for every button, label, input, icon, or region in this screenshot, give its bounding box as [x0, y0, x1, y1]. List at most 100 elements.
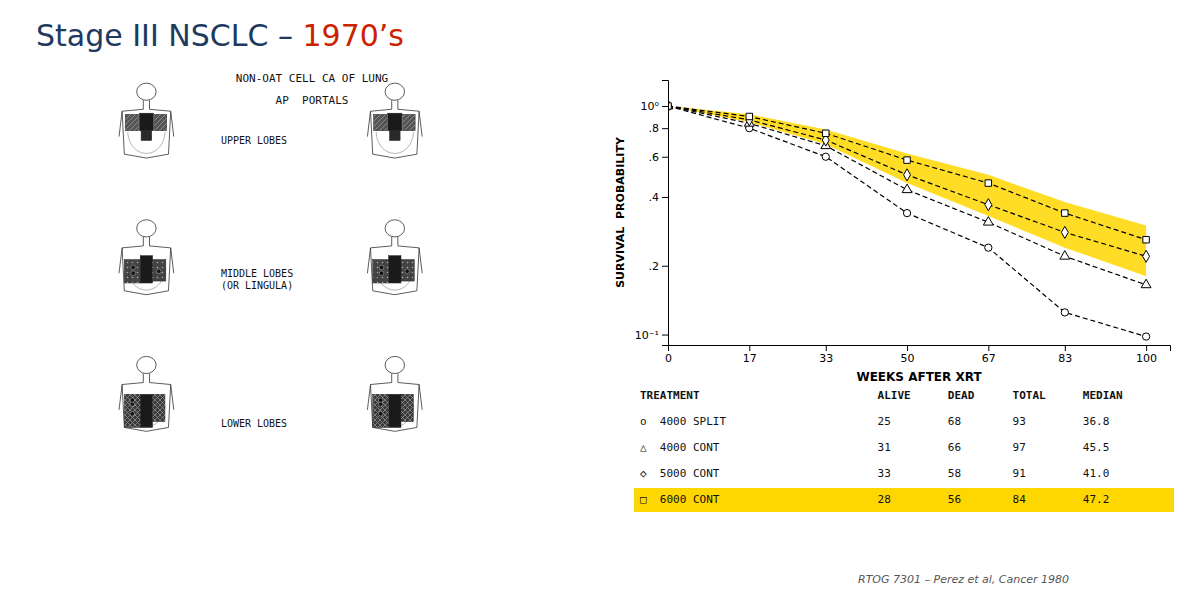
torso-outline	[398, 246, 419, 248]
lung-field-hatch	[373, 260, 389, 283]
table-cell: 68	[948, 415, 961, 428]
torso-head	[385, 83, 404, 100]
survival-point	[822, 153, 829, 160]
survival-point	[1143, 236, 1149, 242]
survival-point	[1060, 251, 1070, 260]
table-header: DEAD	[948, 389, 975, 402]
lung-field	[388, 113, 402, 131]
x-tick-label: 67	[982, 352, 996, 365]
torso-outline	[371, 385, 373, 428]
y-tick: 10⁻¹	[635, 329, 668, 342]
x-tick-label: 83	[1058, 352, 1072, 365]
y-tick: .2	[649, 260, 669, 273]
survival-point	[904, 169, 911, 181]
lung-field	[401, 394, 413, 421]
torso-outline	[397, 374, 398, 383]
lesion	[379, 265, 384, 270]
lobe-label: MIDDLE LOBES(OR LINGULA)	[221, 268, 293, 291]
survival-point	[903, 209, 910, 216]
lesion	[379, 271, 384, 276]
lesion	[378, 398, 383, 403]
lung-field	[153, 394, 165, 421]
torso-outline	[397, 237, 398, 246]
lung-field	[403, 114, 415, 130]
table-cell: 56	[948, 493, 961, 506]
lung-field-hatch	[153, 394, 165, 421]
lesion	[156, 269, 161, 274]
lesion	[131, 265, 136, 270]
lung-field	[389, 394, 401, 427]
torso-outline	[391, 100, 392, 109]
title: Stage III NSCLC – 1970’s	[36, 18, 404, 53]
torso-head	[385, 356, 404, 373]
x-tick-mark	[749, 345, 750, 351]
torso-outline	[373, 154, 417, 158]
y-tick-label: 10⁻¹	[635, 329, 659, 342]
lung-field-hatch	[374, 114, 387, 130]
lung-fields	[124, 394, 165, 427]
y-tick-label: .8	[649, 122, 660, 135]
rib-cage	[128, 405, 165, 426]
lung-field	[141, 130, 152, 140]
torso-head	[137, 220, 156, 237]
axis-line	[669, 346, 1171, 352]
y-tick-mark	[662, 157, 668, 158]
lesion	[130, 412, 135, 417]
lung-diagram: NON-OAT CELL CA OF LUNGAP PORTALSUPPER L…	[119, 72, 422, 431]
table-cell: 25	[878, 415, 891, 428]
survival-point	[1061, 309, 1068, 316]
lobe-label: UPPER LOBES	[221, 135, 287, 146]
x-tick: 83	[1058, 345, 1072, 365]
torso-outline	[367, 248, 370, 273]
y-tick-mark	[662, 266, 668, 267]
table-row-label: □ 6000 CONT	[640, 493, 720, 506]
torso	[119, 83, 174, 158]
row-background	[634, 462, 1174, 486]
title-part: 1970’s	[302, 18, 404, 53]
torso-outline	[124, 427, 168, 431]
torso-outline	[398, 109, 419, 111]
lung-field	[390, 130, 401, 140]
torso-outline	[417, 111, 419, 154]
lung-field	[124, 394, 140, 427]
lesion	[405, 269, 410, 274]
citation: RTOG 7301 – Perez et al, Cancer 1980	[858, 573, 1069, 586]
lobe-label-line: LOWER LOBES	[221, 418, 287, 429]
lung-field-hatch	[403, 114, 415, 130]
torso-outline	[143, 100, 144, 109]
row-background	[634, 436, 1174, 460]
torso-outline	[171, 248, 174, 273]
torso-outline	[122, 385, 124, 428]
lobe-label-line: MIDDLE LOBES	[221, 268, 293, 279]
torso-outline	[171, 111, 174, 136]
lesion	[131, 271, 136, 276]
survival-point	[985, 244, 992, 251]
x-axis: 01733506783100	[665, 345, 1171, 365]
survival-point	[1143, 250, 1150, 262]
torso-outline	[168, 111, 170, 154]
torso-head	[385, 220, 404, 237]
y-axis: 10⁻¹.2.4.6.810⁰	[635, 81, 669, 346]
x-tick-label: 0	[665, 352, 672, 365]
lung-field	[139, 113, 153, 131]
survival-point	[1061, 226, 1068, 238]
x-tick-mark	[988, 345, 989, 351]
lung-field-hatch	[125, 114, 138, 130]
table-cell: 31	[878, 441, 891, 454]
table: TREATMENTALIVEDEADTOTALMEDIANo 4000 SPLI…	[634, 389, 1174, 512]
lung-field-hatch	[401, 394, 413, 421]
survival-point	[983, 217, 993, 226]
torso	[119, 356, 174, 431]
torso-outline	[397, 100, 398, 109]
torso-outline	[149, 237, 150, 246]
torso-outline	[122, 246, 143, 248]
lung-field	[125, 114, 138, 130]
y-tick-mark	[662, 106, 668, 107]
lung-fields	[374, 113, 416, 140]
lung-field-hatch	[153, 260, 166, 281]
survival-line	[668, 106, 1146, 285]
title-part: Stage III NSCLC –	[36, 18, 302, 53]
y-tick-label: .2	[649, 260, 660, 273]
torso-outline	[168, 248, 170, 291]
torso-outline	[149, 383, 170, 385]
